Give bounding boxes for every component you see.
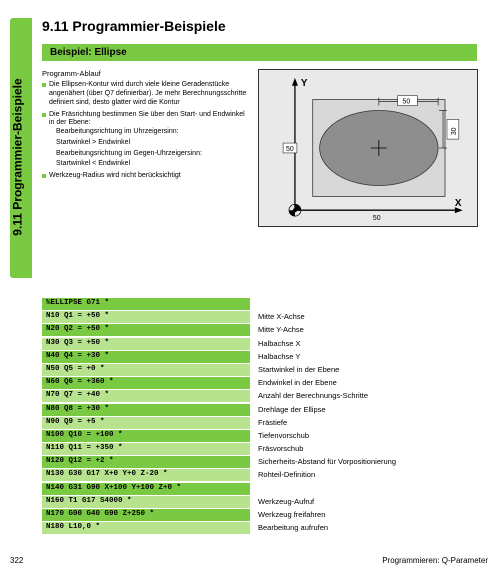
nc-comment: Drehlage der Ellipse bbox=[250, 404, 488, 416]
code-row: N80 Q8 = +30 *Drehlage der Ellipse bbox=[42, 404, 488, 416]
nc-code: N90 Q9 = +5 * bbox=[42, 417, 250, 429]
program-description: Programm-Ablauf Die Ellipsen-Kontur wird… bbox=[42, 69, 252, 227]
nc-code: N10 Q1 = +50 * bbox=[42, 311, 250, 323]
upper-section: Programm-Ablauf Die Ellipsen-Kontur wird… bbox=[42, 69, 488, 227]
nc-code: N50 Q5 = +0 * bbox=[42, 364, 250, 376]
nc-code: N140 G31 G90 X+100 Y+100 Z+0 * bbox=[42, 483, 250, 495]
chapter-label: Programmieren: Q-Parameter bbox=[382, 556, 488, 565]
dim-top: 50 bbox=[403, 99, 411, 106]
nc-comment bbox=[250, 298, 488, 310]
code-row: N110 Q11 = +350 *Fräsvorschub bbox=[42, 443, 488, 455]
code-row: N130 G30 G17 X+0 Y+0 Z-20 *Rohteil-Defin… bbox=[42, 469, 488, 481]
code-row: N180 L10,0 *Bearbeitung aufrufen bbox=[42, 522, 488, 534]
dim-right: 30 bbox=[451, 127, 458, 135]
nc-code: N170 G00 G40 G90 Z+250 * bbox=[42, 509, 250, 521]
nc-comment: Endwinkel in der Ebene bbox=[250, 377, 488, 389]
page-number: 322 bbox=[10, 556, 23, 565]
nc-comment: Sicherheits-Abstand für Vorpositionierun… bbox=[250, 456, 488, 468]
desc-bullet: Die Fräsrichtung bestimmen Sie über den … bbox=[42, 111, 252, 170]
code-row: N30 Q3 = +50 *Halbachse X bbox=[42, 338, 488, 350]
nc-comment: Anzahl der Berechnungs-Schritte bbox=[250, 390, 488, 402]
ellipse-figure: Y X 50 30 bbox=[258, 69, 478, 227]
x-axis-label: X bbox=[455, 198, 462, 209]
code-row: N10 Q1 = +50 *Mitte X-Achse bbox=[42, 311, 488, 323]
code-row: N50 Q5 = +0 *Startwinkel in der Ebene bbox=[42, 364, 488, 376]
nc-code: N60 Q6 = +360 * bbox=[42, 377, 250, 389]
nc-comment: Rohteil-Definition bbox=[250, 469, 488, 481]
code-row: N70 Q7 = +40 *Anzahl der Berechnungs-Sch… bbox=[42, 390, 488, 402]
nc-comment: Tiefenvorschub bbox=[250, 430, 488, 442]
code-row: N100 Q10 = +100 *Tiefenvorschub bbox=[42, 430, 488, 442]
side-section-label: 9.11 Programmier-Beispiele bbox=[11, 50, 25, 265]
nc-code: N110 Q11 = +350 * bbox=[42, 443, 250, 455]
desc-heading: Programm-Ablauf bbox=[42, 69, 252, 78]
code-row: N120 Q12 = +2 *Sicherheits-Abstand für V… bbox=[42, 456, 488, 468]
code-row: N20 Q2 = +50 *Mitte Y-Achse bbox=[42, 324, 488, 336]
code-row: %ELLIPSE G71 * bbox=[42, 298, 488, 310]
nc-code: N160 T1 G17 S4000 * bbox=[42, 496, 250, 508]
code-row: N160 T1 G17 S4000 *Werkzeug-Aufruf bbox=[42, 496, 488, 508]
nc-code: %ELLIPSE G71 * bbox=[42, 298, 250, 310]
nc-code: N30 Q3 = +50 * bbox=[42, 338, 250, 350]
code-row: N140 G31 G90 X+100 Y+100 Z+0 * bbox=[42, 483, 488, 495]
code-row: N60 Q6 = +360 *Endwinkel in der Ebene bbox=[42, 377, 488, 389]
desc-bullet: Die Ellipsen-Kontur wird durch viele kle… bbox=[42, 81, 252, 107]
nc-comment: Halbachse X bbox=[250, 338, 488, 350]
nc-comment: Mitte Y-Achse bbox=[250, 324, 488, 336]
nc-code: N120 Q12 = +2 * bbox=[42, 456, 250, 468]
nc-comment: Bearbeitung aufrufen bbox=[250, 522, 488, 534]
nc-comment: Werkzeug freifahren bbox=[250, 509, 488, 521]
nc-code: N180 L10,0 * bbox=[42, 522, 250, 534]
nc-code: N70 Q7 = +40 * bbox=[42, 390, 250, 402]
page-footer: 322 Programmieren: Q-Parameter bbox=[10, 556, 488, 565]
nc-code: N80 Q8 = +30 * bbox=[42, 404, 250, 416]
nc-comment: Halbachse Y bbox=[250, 351, 488, 363]
code-row: N90 Q9 = +5 *Frästiefe bbox=[42, 417, 488, 429]
page-title: 9.11 Programmier-Beispiele bbox=[42, 18, 488, 34]
nc-code: N100 Q10 = +100 * bbox=[42, 430, 250, 442]
nc-comment: Frästiefe bbox=[250, 417, 488, 429]
code-row: N40 Q4 = +30 *Halbachse Y bbox=[42, 351, 488, 363]
nc-comment: Mitte X-Achse bbox=[250, 311, 488, 323]
example-banner: Beispiel: Ellipse bbox=[42, 44, 477, 61]
nc-code: N40 Q4 = +30 * bbox=[42, 351, 250, 363]
nc-code: N130 G30 G17 X+0 Y+0 Z-20 * bbox=[42, 469, 250, 481]
dim-left: 50 bbox=[286, 146, 294, 153]
nc-comment: Werkzeug-Aufruf bbox=[250, 496, 488, 508]
nc-code: N20 Q2 = +50 * bbox=[42, 324, 250, 336]
y-axis-label: Y bbox=[301, 78, 308, 89]
dim-bottom: 50 bbox=[373, 215, 381, 222]
nc-comment: Startwinkel in der Ebene bbox=[250, 364, 488, 376]
nc-comment: Fräsvorschub bbox=[250, 443, 488, 455]
desc-bullet: Werkzeug-Radius wird nicht berücksichtig… bbox=[42, 172, 252, 181]
nc-comment bbox=[250, 483, 488, 495]
program-table: %ELLIPSE G71 *N10 Q1 = +50 *Mitte X-Achs… bbox=[42, 298, 488, 535]
code-row: N170 G00 G40 G90 Z+250 *Werkzeug freifah… bbox=[42, 509, 488, 521]
content-area: 9.11 Programmier-Beispiele Beispiel: Ell… bbox=[42, 18, 488, 227]
